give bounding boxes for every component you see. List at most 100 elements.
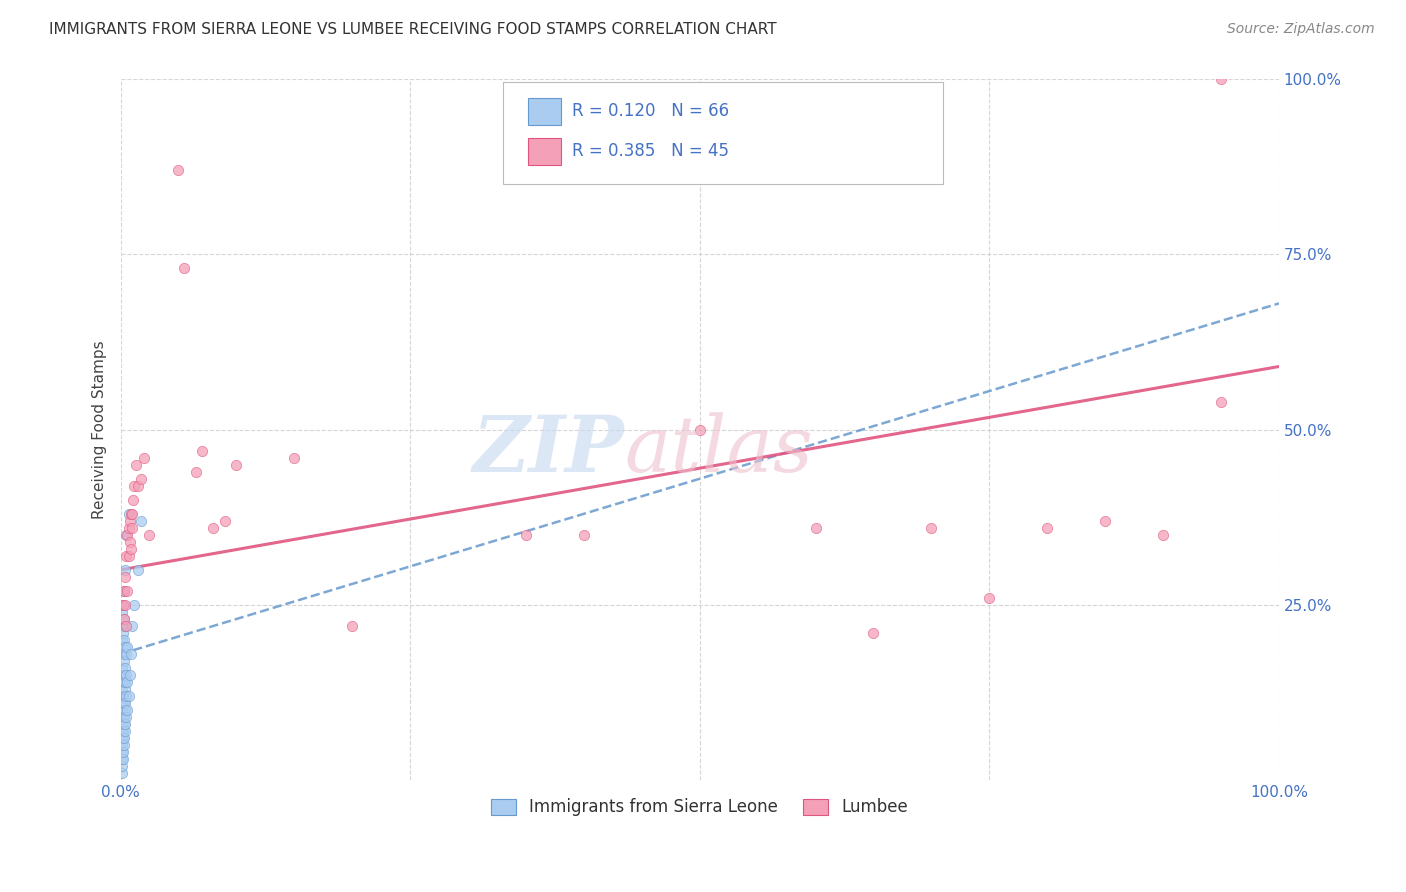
Legend: Immigrants from Sierra Leone, Lumbee: Immigrants from Sierra Leone, Lumbee	[482, 790, 917, 824]
Point	[111, 717, 134, 731]
Point	[121, 619, 143, 633]
Point	[112, 717, 135, 731]
Point	[118, 668, 141, 682]
Point	[111, 647, 134, 661]
Point	[112, 612, 135, 626]
Point	[515, 528, 537, 542]
Point	[112, 633, 135, 648]
Point	[283, 450, 305, 465]
Point	[114, 619, 136, 633]
Point	[111, 724, 134, 739]
Point	[111, 689, 134, 703]
Point	[122, 492, 145, 507]
Point	[342, 619, 364, 633]
Point	[118, 534, 141, 549]
Point	[1209, 394, 1232, 409]
Point	[111, 731, 134, 746]
Point	[111, 682, 134, 697]
Point	[111, 738, 134, 752]
Point	[111, 675, 134, 690]
Point	[112, 710, 135, 724]
Text: IMMIGRANTS FROM SIERRA LEONE VS LUMBEE RECEIVING FOOD STAMPS CORRELATION CHART: IMMIGRANTS FROM SIERRA LEONE VS LUMBEE R…	[49, 22, 778, 37]
FancyBboxPatch shape	[529, 98, 561, 125]
Point	[117, 689, 139, 703]
Point	[111, 766, 134, 780]
Point	[112, 731, 135, 746]
Point	[124, 598, 146, 612]
Point	[111, 647, 134, 661]
Point	[114, 563, 136, 577]
Point	[124, 479, 146, 493]
Text: Source: ZipAtlas.com: Source: ZipAtlas.com	[1227, 22, 1375, 37]
Point	[111, 752, 134, 766]
Point	[127, 563, 149, 577]
Point	[138, 528, 160, 542]
Point	[111, 745, 134, 759]
Text: atlas: atlas	[624, 412, 813, 489]
Point	[114, 717, 136, 731]
Point	[114, 661, 136, 675]
Point	[112, 583, 135, 598]
Point	[112, 583, 135, 598]
Point	[111, 605, 134, 619]
Point	[124, 458, 146, 472]
Point	[1152, 528, 1174, 542]
Point	[112, 738, 135, 752]
Point	[111, 752, 134, 766]
Point	[190, 443, 212, 458]
Point	[117, 583, 139, 598]
Point	[117, 675, 139, 690]
Point	[120, 507, 142, 521]
Point	[117, 640, 139, 654]
Point	[111, 619, 134, 633]
Point	[115, 710, 138, 724]
Point	[114, 724, 136, 739]
Point	[112, 654, 135, 668]
Point	[979, 591, 1001, 605]
Point	[120, 541, 142, 556]
Point	[115, 549, 138, 563]
Point	[225, 458, 247, 472]
Point	[111, 759, 134, 773]
Point	[117, 703, 139, 717]
Point	[111, 745, 134, 759]
Point	[121, 507, 143, 521]
Point	[114, 682, 136, 697]
Point	[120, 647, 142, 661]
Point	[689, 423, 711, 437]
Point	[111, 661, 134, 675]
Point	[111, 598, 134, 612]
Point	[114, 598, 136, 612]
Point	[184, 465, 207, 479]
Point	[114, 640, 136, 654]
Point	[112, 612, 135, 626]
Point	[121, 521, 143, 535]
Point	[111, 696, 134, 710]
Point	[117, 549, 139, 563]
Point	[1036, 521, 1059, 535]
Point	[111, 598, 134, 612]
Point	[114, 696, 136, 710]
Point	[111, 633, 134, 648]
Point	[114, 703, 136, 717]
Point	[117, 528, 139, 542]
Point	[173, 261, 195, 276]
Point	[115, 689, 138, 703]
Point	[111, 731, 134, 746]
Point	[132, 450, 155, 465]
Point	[114, 675, 136, 690]
Point	[111, 703, 134, 717]
Y-axis label: Receiving Food Stamps: Receiving Food Stamps	[93, 341, 107, 519]
Point	[202, 521, 225, 535]
Point	[111, 689, 134, 703]
FancyBboxPatch shape	[503, 82, 943, 184]
Point	[572, 528, 595, 542]
Text: R = 0.385   N = 45: R = 0.385 N = 45	[572, 142, 730, 161]
Text: ZIP: ZIP	[472, 412, 624, 489]
Point	[804, 521, 827, 535]
Point	[115, 647, 138, 661]
Point	[115, 668, 138, 682]
Point	[118, 514, 141, 528]
Point	[117, 521, 139, 535]
Text: R = 0.120   N = 66: R = 0.120 N = 66	[572, 103, 730, 120]
